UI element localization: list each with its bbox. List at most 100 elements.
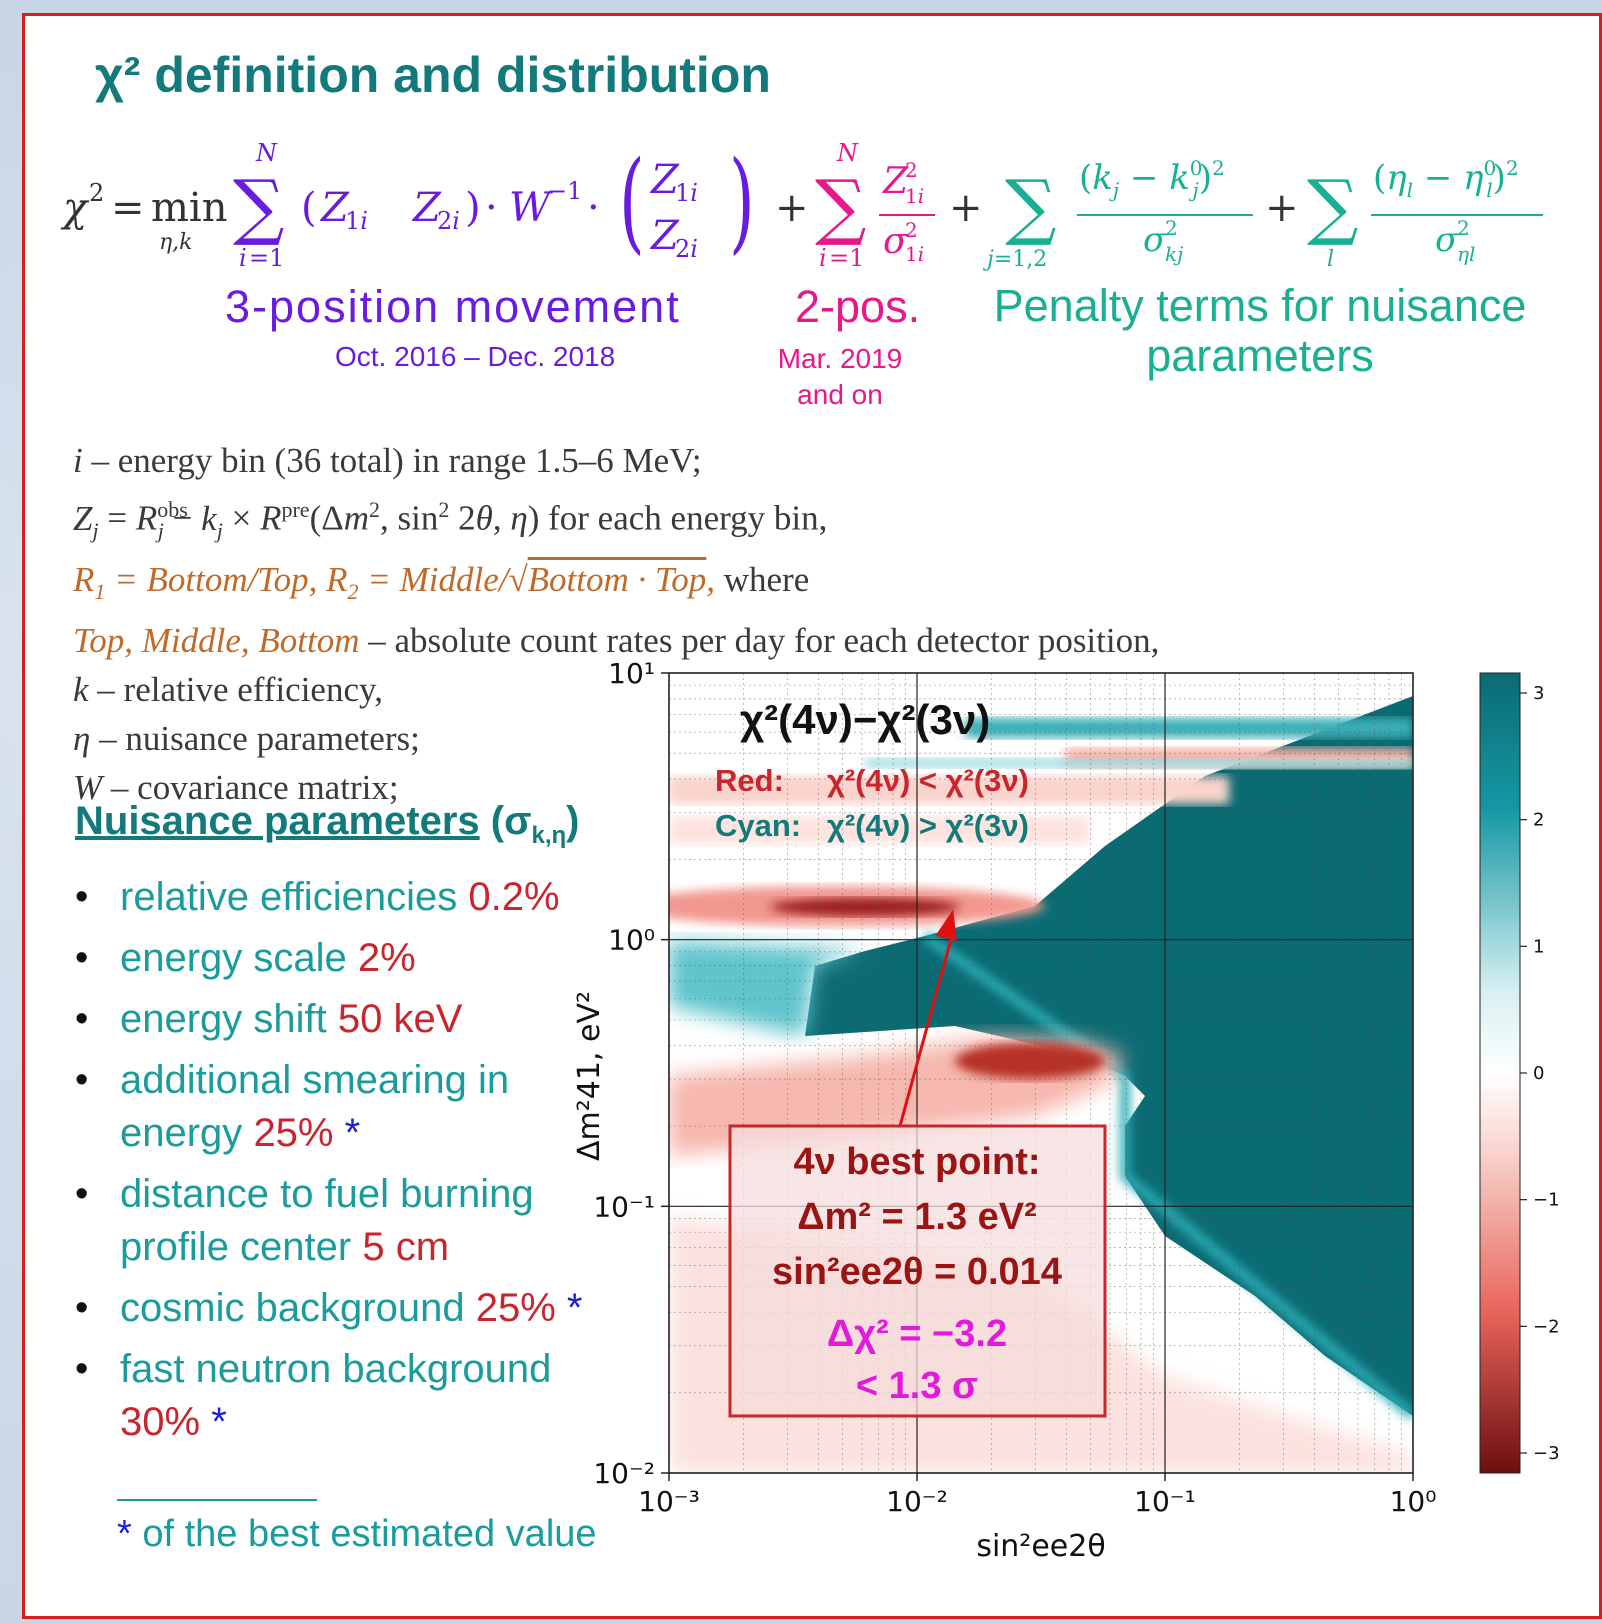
nuisance-heading: Nuisance parameters (σk,η) bbox=[75, 799, 580, 849]
x-tick-label: 10⁻¹ bbox=[1134, 1485, 1196, 1518]
svg-text:∑: ∑ bbox=[1005, 164, 1056, 248]
two-position-dates: Mar. 2019 and on bbox=[777, 343, 903, 410]
three-position-dates: Oct. 2016 – Dec. 2018 bbox=[335, 341, 616, 372]
best-point-sigma: < 1.3 σ bbox=[856, 1365, 978, 1407]
list-item: cosmic background 25% * bbox=[75, 1282, 680, 1335]
svg-text:Z: Z bbox=[649, 157, 680, 203]
colorbar-tick-label: 1 bbox=[1533, 936, 1544, 957]
svg-text:): ) bbox=[465, 185, 481, 231]
def-z: Zj = Robsj − kj × Rpre(Δm2, sin2 2θ, η) … bbox=[73, 497, 828, 543]
svg-text:2i: 2i bbox=[437, 207, 460, 235]
svg-text:Z: Z bbox=[649, 213, 680, 259]
colorbar-tick-label: 0 bbox=[1533, 1063, 1544, 1084]
def-i: i – energy bin (36 total) in range 1.5–6… bbox=[73, 441, 702, 480]
x-tick-label: 10⁰ bbox=[1390, 1485, 1437, 1518]
svg-text:+: + bbox=[949, 185, 983, 231]
svg-text:(: ( bbox=[301, 185, 317, 231]
legend-cyan-text: χ²(4ν) > χ²(3ν) bbox=[827, 808, 1029, 843]
svg-text:(ηl − η0l)2: (ηl − η0 l)2 bbox=[1373, 156, 1519, 202]
svg-text:kj: kj bbox=[1165, 242, 1183, 266]
colorbar-tick-label: −3 bbox=[1533, 1443, 1560, 1464]
svg-text:=1: =1 bbox=[249, 244, 284, 272]
svg-text:2i: 2i bbox=[675, 235, 698, 263]
svg-text:Z: Z bbox=[319, 185, 350, 231]
y-tick-label: 10⁻¹ bbox=[593, 1190, 655, 1223]
svg-text:i: i bbox=[819, 244, 827, 272]
x-axis: 10⁻³ 10⁻² 10⁻¹ 10⁰ bbox=[638, 1473, 1436, 1518]
svg-text:l: l bbox=[1327, 247, 1334, 272]
colorbar-tick-label: 3 bbox=[1533, 683, 1544, 704]
legend-red-text: χ²(4ν) < χ²(3ν) bbox=[827, 763, 1029, 798]
x-tick-label: 10⁻² bbox=[886, 1485, 948, 1518]
plot-frame bbox=[668, 672, 1414, 1474]
nuisance-list: relative efficiencies 0.2% energy scale … bbox=[75, 871, 635, 1457]
svg-text:min: min bbox=[151, 185, 227, 231]
best-point-arrow bbox=[898, 930, 955, 1127]
svg-text:+: + bbox=[1265, 185, 1299, 231]
footnote-divider bbox=[117, 1499, 317, 1501]
best-point-box bbox=[728, 1124, 1107, 1418]
legend-cyan-label: Cyan: bbox=[715, 808, 801, 843]
svg-text:2: 2 bbox=[1165, 216, 1178, 240]
def-r: R1 = Bottom/Top, R2 = Middle/√Bottom · T… bbox=[73, 559, 810, 604]
svg-text:+: + bbox=[775, 185, 809, 231]
page-title: χ² definition and distribution bbox=[95, 47, 771, 103]
def-k: k – relative efficiency, bbox=[73, 669, 383, 709]
svg-text:1i: 1i bbox=[345, 207, 368, 235]
penalty-terms-label: Penalty terms for nuisance parameters bbox=[993, 280, 1527, 381]
y-tick-label: 10⁻² bbox=[593, 1457, 655, 1490]
svg-text:·: · bbox=[587, 185, 600, 231]
colorbar-tick-label: −1 bbox=[1533, 1190, 1560, 1211]
definitions: i – energy bin (36 total) in range 1.5–6… bbox=[73, 436, 1159, 812]
best-point-arrowhead bbox=[935, 909, 957, 942]
footnote: * of the best estimated value bbox=[117, 1513, 597, 1555]
svg-text:N: N bbox=[255, 139, 278, 167]
def-positions: Top, Middle, Bottom – absolute count rat… bbox=[73, 620, 1160, 660]
list-item: fast neutron background 30% * bbox=[75, 1343, 610, 1449]
list-item: additional smearing in energy 25% * bbox=[75, 1054, 540, 1160]
svg-text:j=1,2: j=1,2 bbox=[982, 247, 1047, 272]
two-position-label: 2-pos. bbox=[795, 281, 921, 332]
svg-text:·: · bbox=[485, 185, 498, 231]
legend-red-label: Red: bbox=[715, 763, 784, 798]
svg-text:2: 2 bbox=[905, 158, 918, 182]
x-axis-label: sin²ee2θ bbox=[976, 1529, 1105, 1564]
svg-text:∑: ∑ bbox=[1307, 164, 1358, 248]
svg-text:i: i bbox=[239, 244, 247, 272]
svg-text:(kj − k0j)2: (kj − k0 j)2 bbox=[1079, 156, 1225, 202]
y-tick-label: 10⁰ bbox=[608, 924, 655, 957]
def-eta: η – nuisance parameters; bbox=[73, 718, 420, 758]
svg-text:W: W bbox=[509, 185, 553, 231]
colorbar-tick-label: 2 bbox=[1533, 810, 1544, 831]
svg-text:η,k: η,k bbox=[159, 230, 193, 255]
best-point-dchi2: Δχ² = −3.2 bbox=[827, 1313, 1007, 1355]
best-point-title: 4ν best point: bbox=[793, 1141, 1040, 1183]
colorbar bbox=[1479, 672, 1521, 1474]
svg-text:−1: −1 bbox=[547, 177, 582, 205]
svg-text:2: 2 bbox=[1457, 216, 1470, 240]
best-point-dm2: Δm² = 1.3 eV² bbox=[797, 1196, 1037, 1238]
svg-text:1i: 1i bbox=[905, 184, 924, 208]
chart-title: χ²(4ν)−χ²(3ν) bbox=[740, 696, 990, 743]
list-item: distance to fuel burning profile center … bbox=[75, 1168, 590, 1274]
svg-text:2: 2 bbox=[905, 218, 918, 242]
svg-text:∑: ∑ bbox=[233, 164, 284, 248]
svg-text:1i: 1i bbox=[905, 242, 924, 266]
list-item: energy scale 2% bbox=[75, 932, 635, 985]
svg-text:Z: Z bbox=[882, 161, 909, 202]
best-point-sin2: sin²ee2θ = 0.014 bbox=[772, 1251, 1062, 1293]
y-axis-label: Δm²41, eV² bbox=[572, 991, 607, 1161]
svg-text:ηl: ηl bbox=[1457, 242, 1475, 266]
svg-text:σ: σ bbox=[1143, 220, 1167, 260]
def-w: W – covariance matrix; bbox=[73, 767, 399, 807]
x-tick-label: 10⁻³ bbox=[638, 1485, 700, 1518]
svg-text:σ: σ bbox=[883, 221, 909, 262]
y-axis: 10⁻² 10⁻¹ 10⁰ 10¹ bbox=[593, 657, 669, 1490]
svg-text:2: 2 bbox=[89, 179, 104, 207]
svg-text:Z: Z bbox=[411, 185, 442, 231]
colorbar-tick-label: −2 bbox=[1533, 1316, 1560, 1337]
svg-text:σ: σ bbox=[1435, 220, 1459, 260]
